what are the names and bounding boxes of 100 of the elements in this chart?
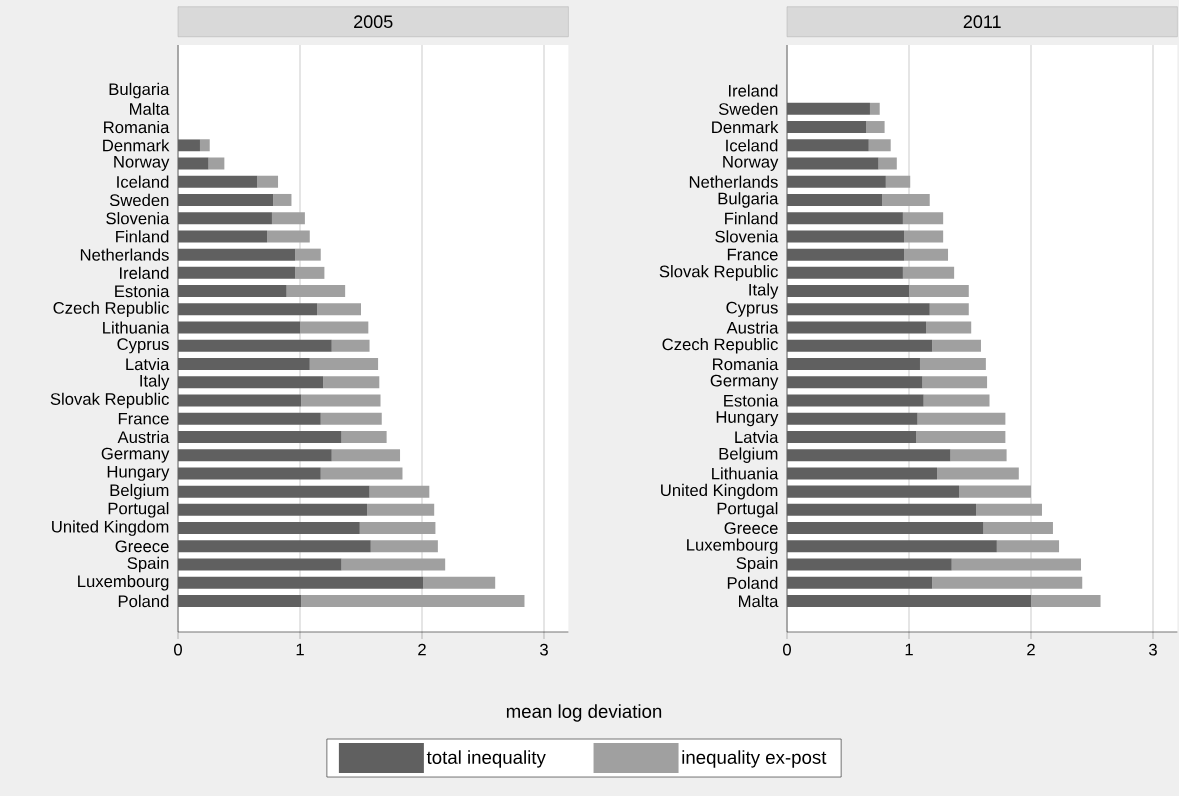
y-tick-label: Estonia (724, 394, 779, 407)
bar (787, 321, 927, 334)
bar (787, 376, 923, 389)
bar (320, 412, 382, 425)
bar (317, 303, 361, 316)
bar (271, 212, 305, 225)
bar (178, 285, 287, 298)
bar (787, 503, 977, 516)
y-tick-label: Malta (739, 594, 779, 608)
bar (178, 193, 274, 206)
bar (301, 394, 381, 407)
bar (878, 157, 897, 170)
bar (178, 449, 332, 462)
bar (909, 285, 969, 298)
bar (950, 449, 1007, 462)
bar (273, 193, 292, 206)
bar (178, 266, 296, 279)
bar (787, 248, 905, 261)
y-tick-label: Latvia (126, 357, 170, 371)
y-tick-label: Greece (724, 522, 778, 534)
bar (787, 157, 879, 170)
bar (787, 102, 870, 115)
bar (331, 339, 370, 352)
bar (787, 522, 984, 535)
bar (787, 121, 867, 134)
bar (787, 303, 930, 316)
bar (787, 485, 960, 498)
bar (976, 503, 1042, 516)
y-tick-label: Luxembourg (687, 538, 778, 555)
bar (787, 358, 920, 371)
bar (926, 321, 972, 334)
y-tick-label: Greece (115, 540, 169, 553)
bar (320, 467, 403, 480)
y-tick-label: Slovenia (715, 230, 779, 243)
y-tick-label: Iceland (726, 139, 778, 152)
bar (996, 540, 1060, 553)
y-tick-label: Cyprus (117, 338, 169, 354)
y-tick-label: Belgium (719, 447, 778, 463)
bar (868, 139, 891, 152)
y-tick-label: Austria (117, 430, 170, 444)
bar (423, 576, 496, 589)
legend-label: inequality ex-post (682, 750, 827, 768)
y-tick-label: Czech Republic (53, 301, 169, 318)
y-tick-label: Lithuania (712, 467, 779, 480)
y-tick-label: Slovak Republic (659, 265, 778, 281)
bar (295, 248, 321, 261)
y-tick-label: Latvia (735, 430, 779, 444)
y-tick-label: Netherlands (80, 248, 169, 261)
bar (787, 139, 869, 152)
bar (178, 467, 321, 480)
bar (959, 485, 1031, 498)
bar (923, 394, 990, 407)
bar (178, 157, 209, 170)
bar (787, 285, 909, 298)
bar (257, 175, 279, 188)
bar (787, 558, 952, 571)
bar (178, 212, 272, 225)
bar (359, 522, 436, 535)
y-tick-label: Denmark (103, 139, 170, 152)
bar (178, 412, 321, 425)
y-tick-label: Finland (725, 212, 778, 225)
y-tick-label: France (118, 412, 169, 425)
x-tick-label: 3 (539, 643, 548, 656)
y-tick-label: Norway (723, 156, 779, 171)
y-tick-label: Romania (104, 120, 170, 134)
bar (787, 339, 933, 352)
x-tick-label: 2 (1027, 643, 1035, 656)
bar (787, 595, 1031, 607)
bar (787, 212, 903, 225)
bar (787, 193, 883, 206)
bar (331, 449, 401, 462)
y-tick-label: Czech Republic (662, 338, 778, 354)
bar (178, 376, 324, 389)
x-tick-label: 1 (296, 643, 304, 656)
y-tick-label: Italy (140, 374, 170, 391)
bar (787, 449, 951, 462)
bar (787, 467, 938, 480)
y-tick-label: Cyprus (726, 301, 778, 317)
y-tick-label: Poland (118, 594, 169, 608)
bar (178, 303, 318, 316)
y-tick-label: Finland (116, 230, 169, 243)
bar (916, 430, 1006, 443)
y-tick-label: France (727, 248, 778, 261)
bar (178, 339, 332, 352)
y-tick-label: Iceland (117, 175, 169, 188)
bar (922, 376, 988, 389)
bar (885, 175, 911, 188)
bar (787, 430, 917, 443)
bar (787, 394, 924, 407)
y-tick-label: Lithuania (103, 321, 170, 334)
bar (787, 540, 997, 553)
bar (295, 266, 325, 279)
x-tick-label: 0 (783, 643, 791, 656)
y-tick-label: Netherlands (689, 175, 778, 188)
bar (882, 193, 930, 206)
bar (178, 248, 296, 261)
bar (369, 485, 430, 498)
bar (919, 358, 986, 371)
y-tick-label: Poland (727, 576, 778, 589)
y-tick-label: Germany (710, 374, 779, 390)
